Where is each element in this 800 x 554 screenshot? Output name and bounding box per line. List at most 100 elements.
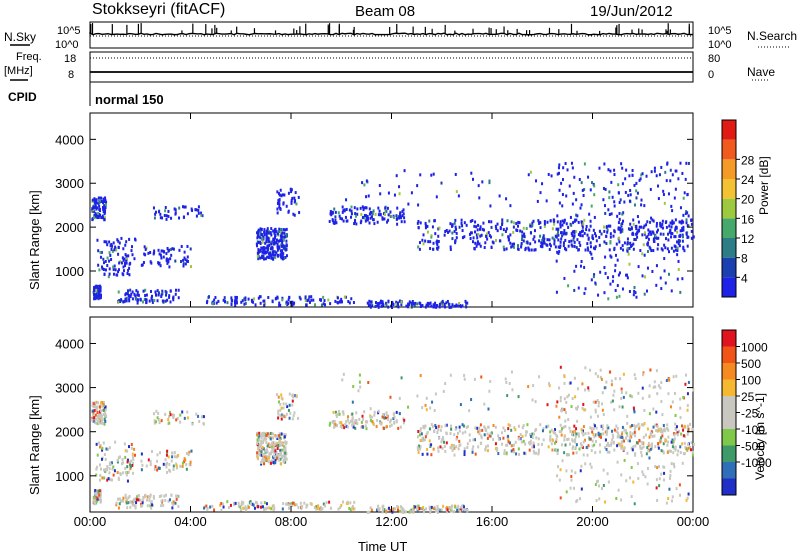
power-data-cell xyxy=(266,255,269,259)
power-data-cell xyxy=(126,257,129,261)
power-data-cell xyxy=(287,302,290,306)
power-data-cell xyxy=(610,180,613,184)
power-data-cell xyxy=(128,299,131,303)
velocity-data-cell xyxy=(655,486,658,490)
velocity-data-cell xyxy=(459,510,462,514)
power-data-cell xyxy=(364,219,367,223)
velocity-data-cell xyxy=(575,427,578,431)
velocity-data-cell xyxy=(400,376,403,380)
power-data-cell xyxy=(679,234,682,238)
velocity-data-cell xyxy=(348,421,351,425)
velocity-data-cell xyxy=(116,458,119,462)
power-data-cell xyxy=(330,213,333,217)
velocity-data-cell xyxy=(287,506,290,510)
power-data-cell xyxy=(99,296,102,300)
power-data-cell xyxy=(422,242,425,246)
velocity-data-cell xyxy=(682,395,685,399)
power-data-cell xyxy=(660,165,663,169)
power-data-cell xyxy=(656,230,659,234)
power-data-cell xyxy=(184,258,187,262)
velocity-data-cell xyxy=(272,454,275,458)
velocity-data-cell xyxy=(604,500,607,504)
power-data-cell xyxy=(361,181,364,185)
power-data-cell xyxy=(646,250,649,254)
power-data-cell xyxy=(127,254,130,258)
power-data-cell xyxy=(157,262,160,266)
power-data-cell xyxy=(572,238,575,242)
power-data-cell xyxy=(590,252,593,256)
power-data-cell xyxy=(645,223,648,227)
power-data-cell xyxy=(668,230,671,234)
power-data-cell xyxy=(533,229,536,233)
velocity-data-cell xyxy=(124,455,127,459)
power-data-cell xyxy=(646,266,649,270)
power-data-cell xyxy=(273,236,276,240)
velocity-data-cell xyxy=(478,426,481,430)
velocity-data-cell xyxy=(651,434,654,438)
velocity-data-cell xyxy=(657,446,660,450)
power-data-cell xyxy=(407,302,410,306)
velocity-data-cell xyxy=(94,489,97,493)
power-data-cell xyxy=(635,189,638,193)
power-data-cell xyxy=(647,228,650,232)
power-data-cell xyxy=(97,297,100,301)
power-data-cell xyxy=(308,295,311,299)
power-data-cell xyxy=(310,298,313,302)
power-data-cell xyxy=(481,180,484,184)
power-data-cell xyxy=(561,178,564,182)
power-data-cell xyxy=(170,216,173,220)
velocity-data-cell xyxy=(555,440,558,444)
power-data-cell xyxy=(107,275,110,279)
power-data-cell xyxy=(505,247,508,251)
power-data-cell xyxy=(182,262,185,266)
power-data-cell xyxy=(102,210,105,214)
power-data-cell xyxy=(606,276,609,280)
velocity-data-cell xyxy=(284,448,287,452)
power-data-cell xyxy=(636,191,639,195)
power-data-cell xyxy=(273,231,276,235)
power-data-cell xyxy=(276,232,279,236)
power-data-cell xyxy=(665,220,668,224)
velocity-data-cell xyxy=(395,410,398,414)
power-data-cell xyxy=(563,229,566,233)
velocity-data-cell xyxy=(387,506,390,510)
power-data-cell xyxy=(637,265,640,269)
velocity-data-cell xyxy=(572,451,575,455)
power-data-cell xyxy=(167,209,170,213)
velocity-data-cell xyxy=(449,373,452,377)
power-data-cell xyxy=(340,217,343,221)
velocity-data-cell xyxy=(568,426,571,430)
velocity-data-cell xyxy=(275,435,278,439)
power-data-cell xyxy=(247,297,250,301)
velocity-data-cell xyxy=(461,431,464,435)
power-data-cell xyxy=(282,238,285,242)
power-data-cell xyxy=(476,240,479,244)
power-data-cell xyxy=(555,259,558,263)
velocity-data-cell xyxy=(100,401,103,405)
power-data-cell xyxy=(259,240,262,244)
velocity-data-cell xyxy=(333,419,336,423)
velocity-data-cell xyxy=(361,414,364,418)
velocity-data-cell xyxy=(591,444,594,448)
velocity-data-cell xyxy=(605,447,608,451)
power-data-cell xyxy=(512,230,515,234)
power-data-cell xyxy=(285,233,288,237)
power-data-cell xyxy=(639,249,642,253)
velocity-data-cell xyxy=(342,372,345,376)
velocity-data-cell xyxy=(425,432,428,436)
velocity-data-cell xyxy=(357,389,360,393)
power-data-cell xyxy=(555,235,558,239)
power-data-cell xyxy=(642,243,645,247)
power-data-cell xyxy=(675,248,678,252)
power-data-cell xyxy=(451,303,454,307)
velocity-data-cell xyxy=(442,440,445,444)
power-data-cell xyxy=(655,264,658,268)
velocity-data-cell xyxy=(606,430,609,434)
power-data-cell xyxy=(293,196,296,200)
velocity-data-cell xyxy=(535,436,538,440)
velocity-data-cell xyxy=(102,408,105,412)
power-data-cell xyxy=(92,215,95,219)
velocity-data-cell xyxy=(612,440,615,444)
power-data-cell xyxy=(279,303,282,307)
velocity-data-cell xyxy=(398,396,401,400)
